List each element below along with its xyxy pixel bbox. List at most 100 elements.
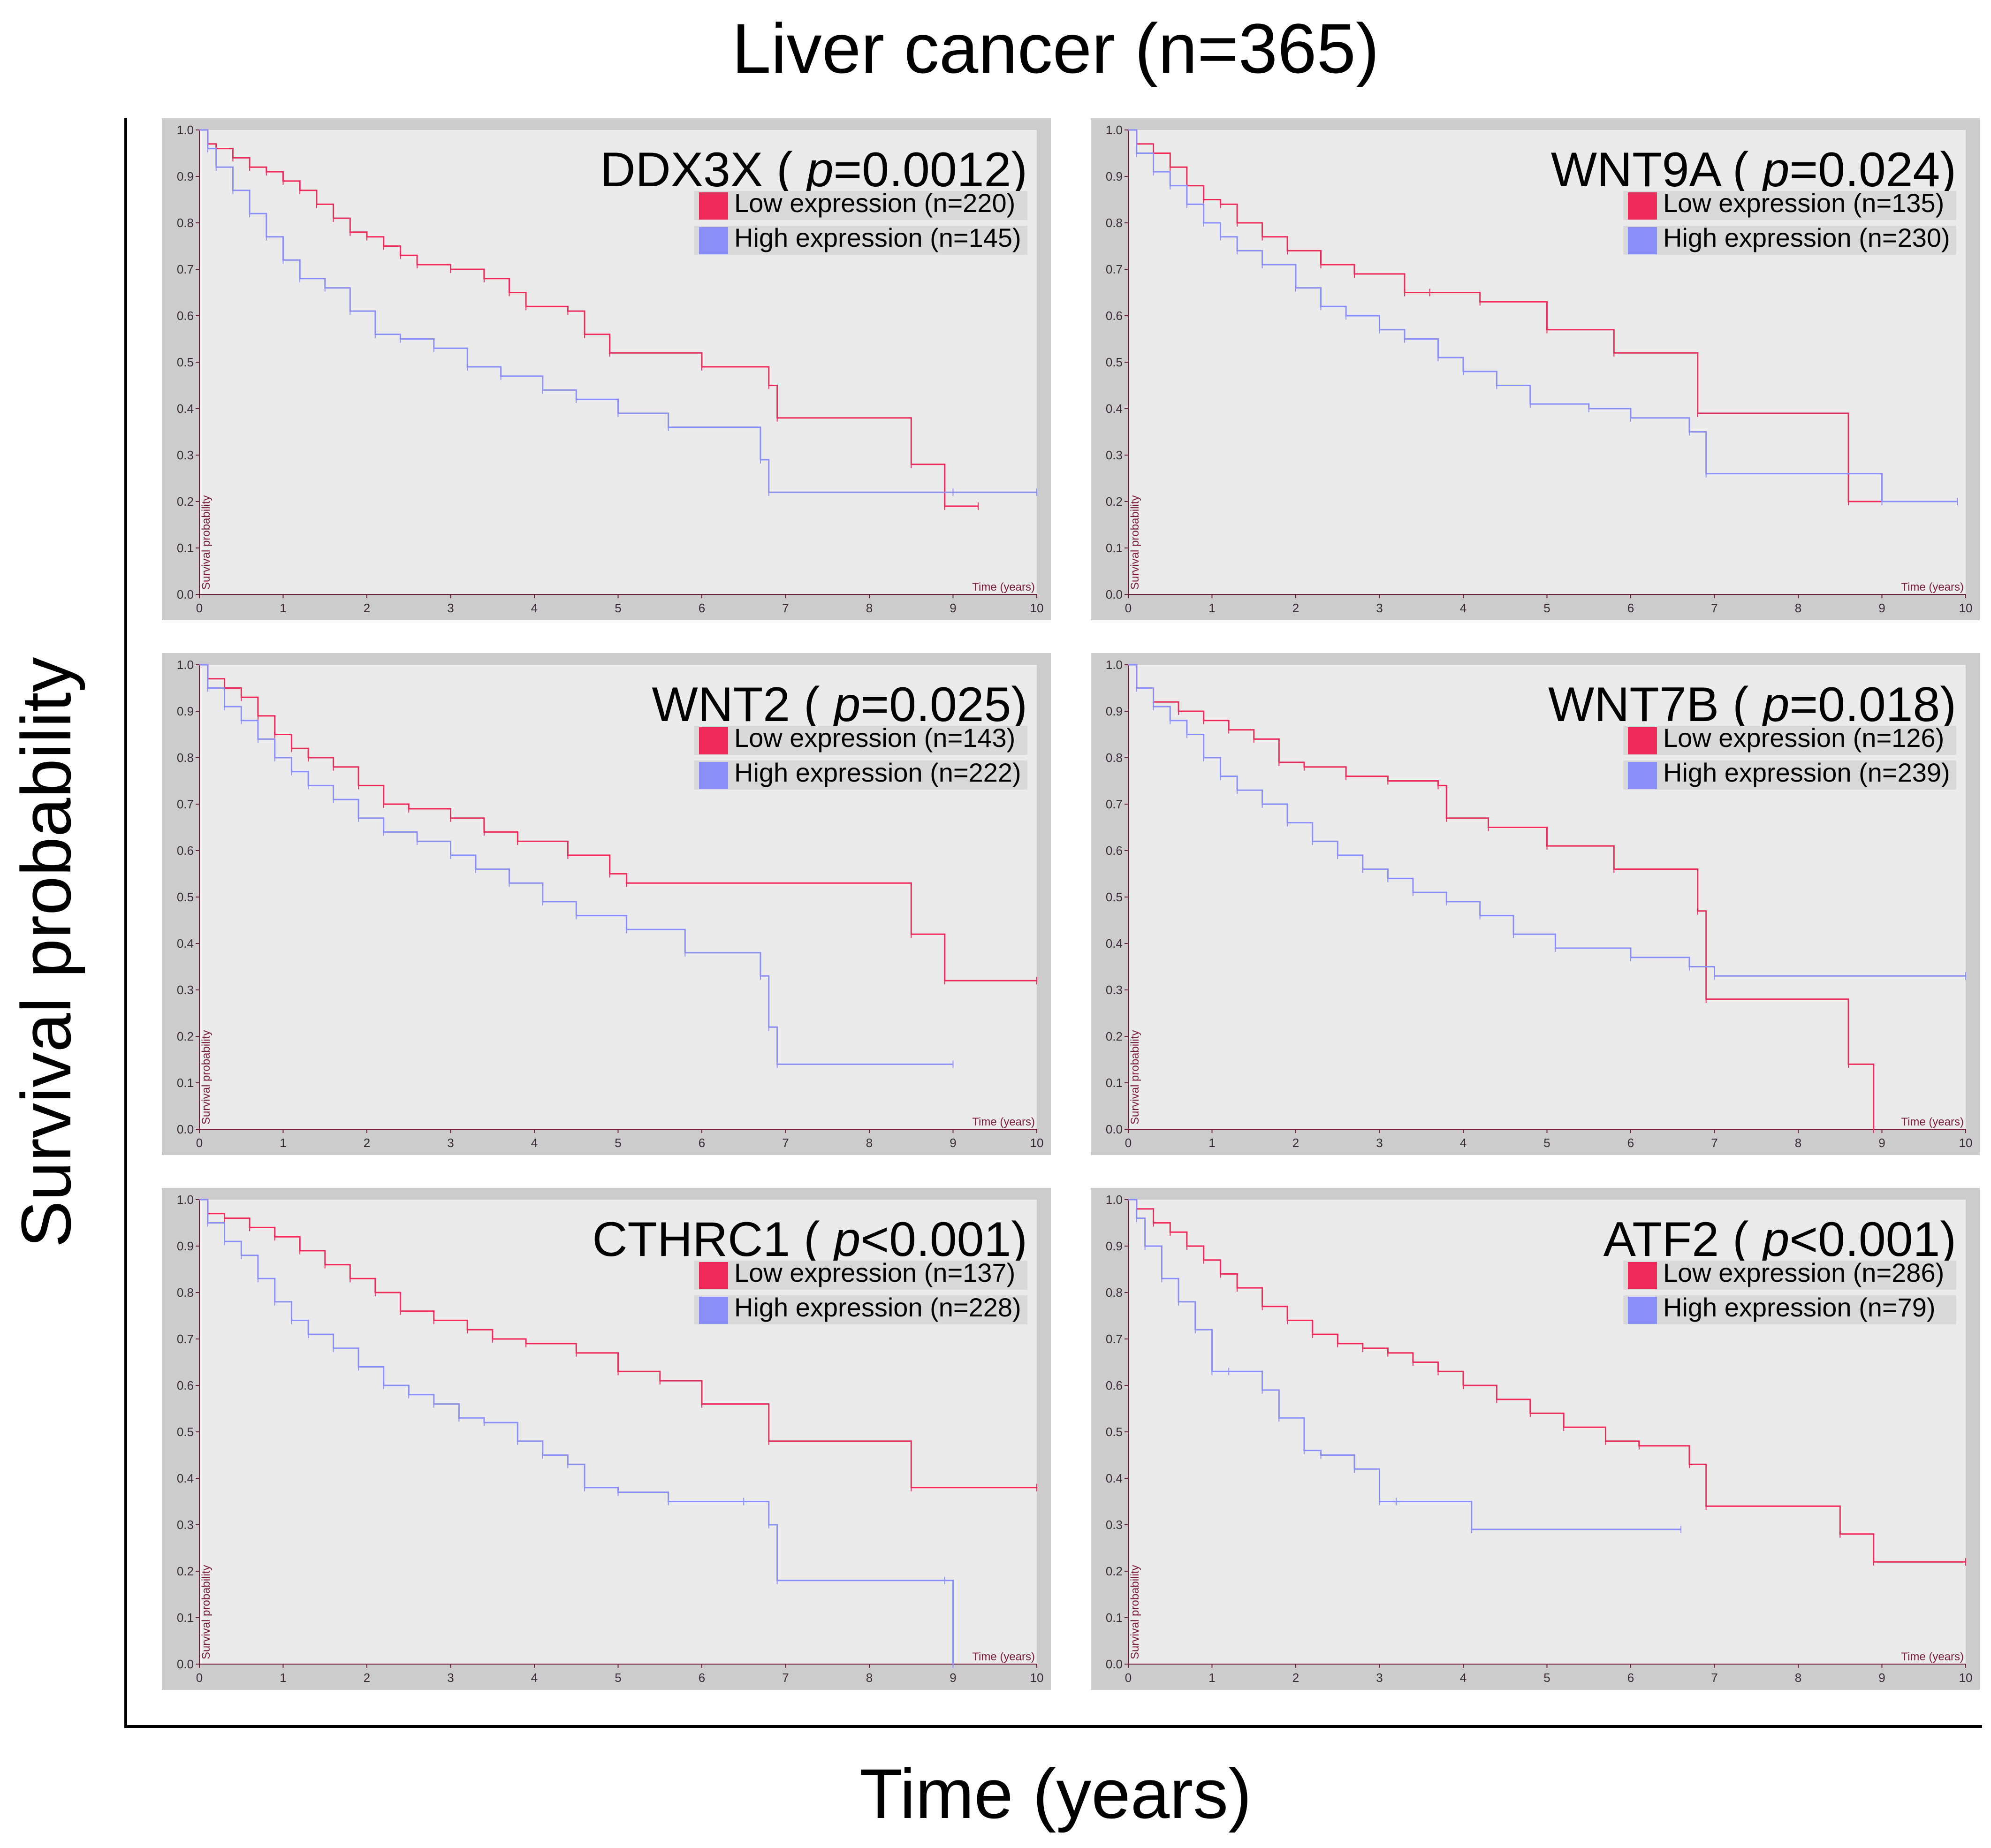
x-tick-label: 0	[196, 601, 203, 615]
legend-swatch-high	[699, 1297, 728, 1324]
y-tick-label: 0.6	[177, 844, 194, 858]
legend-label-low: Low expression (n=126)	[1663, 723, 1944, 753]
y-tick-label: 0.8	[177, 1285, 194, 1300]
survival-curve-low	[1128, 664, 1875, 1129]
legend-row-bg	[1623, 760, 1956, 790]
y-tick-label: 0.2	[177, 1029, 194, 1043]
x-tick-label: 7	[782, 1671, 789, 1685]
x-tick-label: 8	[1795, 1671, 1801, 1685]
x-tick-label: 4	[531, 601, 538, 615]
survival-curve-low	[199, 129, 979, 507]
y-tick-label: 0.7	[177, 1332, 194, 1346]
p-symbol: p	[832, 1212, 861, 1267]
survival-panel-wnt9a: 0.0 0.1 0.2 0.3 0.4 0.5 0.6 0.7 0.8 0.9 1.0 0 1 2 3 4 5 6…	[1091, 118, 1980, 620]
x-tick-label: 9	[950, 1671, 956, 1685]
panels: 0.0 0.1 0.2 0.3 0.4 0.5 0.6 0.7 0.8 0.9 1.0 0 1 2 3 4 5 6…	[162, 118, 1980, 1690]
y-tick-label: 0.0	[177, 1122, 194, 1136]
survival-panel-wnt7b: 0.0 0.1 0.2 0.3 0.4 0.5 0.6 0.7 0.8 0.9 1.0 0 1 2 3 4 5 6…	[1091, 653, 1980, 1155]
x-tick-label: 6	[699, 1671, 705, 1685]
legend-label-high: High expression (n=239)	[1663, 758, 1950, 787]
y-tick-label: 0.1	[1106, 541, 1123, 555]
x-tick-label: 3	[447, 1671, 454, 1685]
y-tick-label: 0.6	[1106, 309, 1123, 323]
x-tick-label: 10	[1959, 1671, 1973, 1685]
survival-curve-high	[1128, 129, 1958, 502]
x-tick-label: 0	[196, 1136, 203, 1150]
x-tick-label: 10	[1959, 1136, 1973, 1150]
legend-swatch-low	[1628, 727, 1657, 754]
legend-label-low: Low expression (n=143)	[734, 723, 1015, 753]
legend-label-high: High expression (n=230)	[1663, 223, 1950, 252]
x-tick-label: 10	[1030, 1136, 1044, 1150]
x-tick-label: 0	[1125, 1136, 1132, 1150]
legend-row-bg	[1623, 726, 1956, 755]
legend-label-low: Low expression (n=137)	[734, 1258, 1015, 1287]
x-tick-label: 9	[950, 601, 956, 615]
y-tick-label: 0.5	[1106, 1425, 1123, 1439]
y-tick-label: 0.9	[177, 704, 194, 718]
x-tick-label: 0	[1125, 1671, 1132, 1685]
x-tick-label: 7	[1711, 601, 1717, 615]
x-tick-label: 8	[866, 1136, 873, 1150]
x-tick-label: 3	[1376, 601, 1383, 615]
legend-label-high: High expression (n=79)	[1663, 1293, 1936, 1322]
x-tick-label: 4	[1460, 1671, 1467, 1685]
panel-title: WNT2 ( p=0.025)	[652, 677, 1027, 732]
y-tick-label: 0.3	[177, 1518, 194, 1532]
y-tick-label: 0.8	[1106, 216, 1123, 230]
x-tick-label: 10	[1030, 601, 1044, 615]
legend-swatch-low	[699, 727, 728, 754]
legend-label-high: High expression (n=228)	[734, 1293, 1021, 1322]
panel-title: CTHRC1 ( p<0.001)	[592, 1212, 1027, 1267]
p-value: <0.001)	[1789, 1212, 1956, 1267]
x-tick-label: 7	[1711, 1136, 1717, 1150]
panel-gene-name: WNT9A (	[1551, 143, 1763, 197]
y-tick-label: 0.8	[1106, 751, 1123, 765]
y-tick-label: 0.9	[177, 1239, 194, 1253]
x-tick-label: 6	[1627, 1671, 1634, 1685]
x-tick-label: 1	[1208, 1136, 1215, 1150]
x-tick-label: 4	[1460, 601, 1467, 615]
inner-x-label: Time (years)	[972, 581, 1035, 593]
y-tick-label: 0.7	[1106, 797, 1123, 811]
y-tick-label: 1.0	[177, 1193, 194, 1207]
y-tick-label: 0.0	[177, 587, 194, 601]
legend-row-bg	[1623, 1261, 1956, 1290]
y-tick-label: 0.3	[177, 983, 194, 997]
y-tick-label: 0.5	[177, 890, 194, 904]
y-tick-label: 0.3	[177, 448, 194, 462]
y-tick-label: 0.5	[1106, 890, 1123, 904]
p-value: =0.025)	[860, 677, 1027, 732]
survival-panel-cthrc1: 0.0 0.1 0.2 0.3 0.4 0.5 0.6 0.7 0.8 0.9 1.0 0 1 2 3 4 5 6…	[162, 1188, 1051, 1690]
x-tick-label: 7	[782, 1136, 789, 1150]
panel-gene-name: DDX3X (	[600, 143, 806, 197]
y-tick-label: 0.1	[177, 1076, 194, 1090]
y-tick-label: 0.3	[1106, 1518, 1123, 1532]
y-tick-label: 0.4	[1106, 936, 1123, 951]
legend-swatch-high	[699, 762, 728, 789]
legend-row-bg	[1623, 1295, 1956, 1324]
y-tick-label: 1.0	[177, 658, 194, 672]
p-value: <0.001)	[860, 1212, 1027, 1267]
x-tick-label: 0	[196, 1671, 203, 1685]
x-tick-label: 4	[1460, 1136, 1467, 1150]
x-tick-label: 8	[1795, 1136, 1801, 1150]
x-tick-label: 4	[531, 1671, 538, 1685]
legend-swatch-high	[1628, 762, 1657, 789]
legend-label-high: High expression (n=145)	[734, 223, 1021, 252]
x-tick-label: 2	[364, 601, 370, 615]
y-tick-label: 0.1	[177, 1611, 194, 1625]
y-tick-label: 0.1	[177, 541, 194, 555]
x-tick-label: 4	[531, 1136, 538, 1150]
x-tick-label: 1	[1208, 1671, 1215, 1685]
x-tick-label: 1	[280, 1136, 286, 1150]
x-tick-label: 5	[615, 1671, 621, 1685]
y-tick-label: 0.9	[1106, 704, 1123, 718]
inner-x-label: Time (years)	[1901, 1116, 1964, 1128]
legend-row-bg	[1623, 226, 1956, 255]
inner-y-label: Survival probability	[1129, 495, 1141, 590]
x-tick-label: 7	[1711, 1671, 1717, 1685]
x-tick-label: 6	[699, 601, 705, 615]
x-tick-label: 1	[1208, 601, 1215, 615]
